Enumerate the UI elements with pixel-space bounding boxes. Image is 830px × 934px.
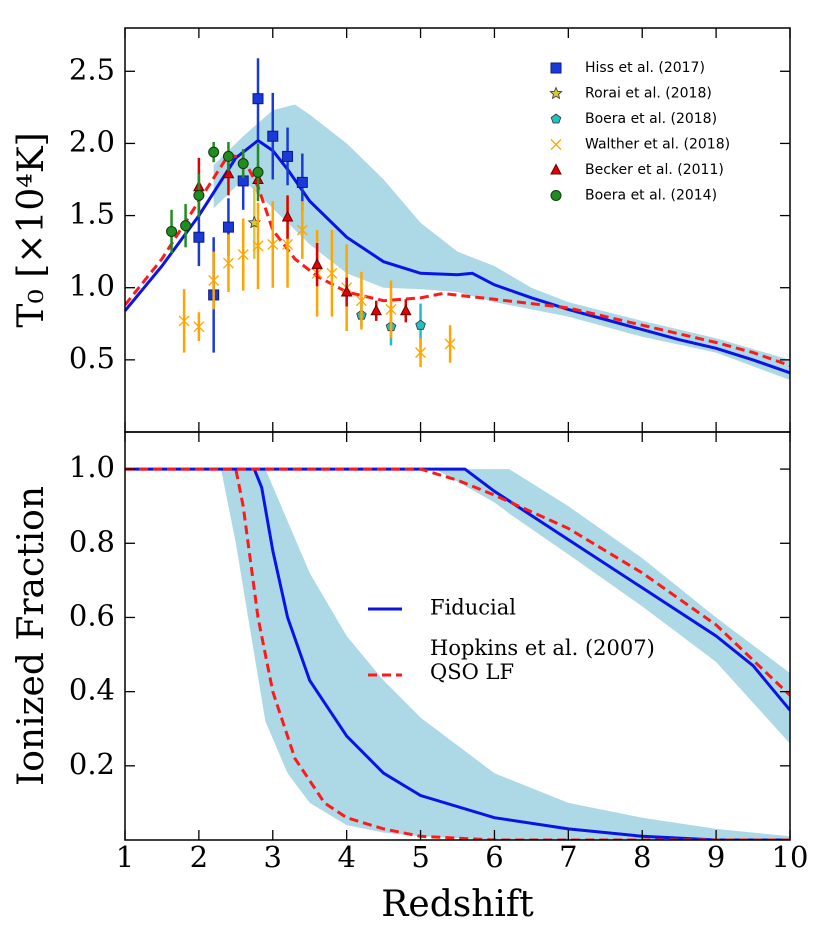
marker bbox=[311, 258, 323, 270]
marker bbox=[444, 338, 456, 350]
y-tick-label: 0.5 bbox=[69, 341, 115, 375]
marker bbox=[296, 224, 308, 236]
marker bbox=[296, 176, 308, 188]
marker bbox=[282, 238, 294, 250]
marker bbox=[193, 189, 205, 201]
legend-label: Becker et al. (2011) bbox=[585, 162, 724, 178]
marker bbox=[385, 303, 397, 315]
y-tick-label: 0.8 bbox=[69, 524, 115, 558]
marker bbox=[193, 321, 205, 333]
line bbox=[125, 467, 790, 840]
band bbox=[213, 104, 790, 381]
y-tick-label: 2.5 bbox=[69, 52, 115, 86]
marker bbox=[415, 319, 426, 330]
marker bbox=[340, 285, 353, 297]
y-tick-label: 1.0 bbox=[69, 269, 115, 303]
marker bbox=[355, 295, 367, 307]
marker bbox=[208, 275, 220, 286]
marker bbox=[550, 190, 562, 201]
x-tick-label: 9 bbox=[707, 840, 725, 874]
legend-label: Rorai et al. (2018) bbox=[585, 86, 712, 102]
marker bbox=[237, 249, 249, 260]
marker bbox=[252, 166, 264, 178]
marker bbox=[222, 150, 234, 162]
marker bbox=[399, 304, 412, 316]
y-tick-label: 0.4 bbox=[69, 673, 115, 707]
y-tick-label: 1.5 bbox=[69, 197, 115, 231]
x-tick-label: 10 bbox=[772, 840, 809, 874]
marker bbox=[550, 113, 562, 124]
marker bbox=[549, 86, 563, 100]
marker bbox=[326, 267, 338, 279]
x-tick-label: 1 bbox=[116, 840, 134, 874]
band bbox=[221, 469, 790, 840]
legend-label: Walther et al. (2018) bbox=[585, 137, 730, 153]
x-axis-label: Redshift bbox=[381, 884, 534, 925]
marker bbox=[222, 167, 235, 179]
marker bbox=[222, 257, 234, 269]
marker bbox=[281, 210, 294, 222]
legend-label: Hopkins et al. (2007) QSO LF bbox=[430, 636, 655, 684]
y-tick-label: 0.2 bbox=[69, 747, 115, 781]
x-tick-label: 5 bbox=[411, 840, 429, 874]
marker bbox=[252, 240, 264, 252]
marker bbox=[370, 304, 383, 316]
line bbox=[125, 467, 790, 840]
marker bbox=[415, 347, 427, 359]
marker bbox=[208, 146, 220, 158]
x-tick-label: 8 bbox=[633, 840, 651, 874]
y-axis-label: Ionized Fraction bbox=[11, 486, 52, 786]
y-tick-label: 0.6 bbox=[69, 598, 115, 632]
x-tick-label: 2 bbox=[190, 840, 208, 874]
marker bbox=[222, 221, 234, 233]
plot-area bbox=[125, 467, 790, 840]
legend-label: Boera et al. (2018) bbox=[585, 111, 717, 127]
marker bbox=[193, 231, 205, 243]
x-tick-label: 4 bbox=[337, 840, 355, 874]
marker bbox=[550, 163, 562, 175]
legend-label: Fiducial bbox=[430, 596, 516, 620]
marker bbox=[550, 139, 562, 150]
x-tick-label: 6 bbox=[485, 840, 503, 874]
y-axis-label: T₀ [×10⁴K] bbox=[11, 132, 52, 327]
x-tick-label: 7 bbox=[559, 840, 577, 874]
marker bbox=[178, 315, 190, 327]
legend-label: Hiss et al. (2017) bbox=[585, 60, 705, 76]
marker bbox=[180, 220, 192, 232]
marker bbox=[252, 93, 264, 105]
marker bbox=[166, 225, 178, 237]
y-tick-label: 1.0 bbox=[69, 450, 115, 484]
marker bbox=[282, 150, 294, 162]
marker bbox=[237, 158, 249, 170]
marker bbox=[267, 130, 279, 142]
marker bbox=[267, 238, 279, 250]
line bbox=[125, 138, 790, 375]
marker bbox=[550, 62, 562, 74]
x-tick-label: 3 bbox=[264, 840, 282, 874]
axes-frame bbox=[124, 431, 791, 841]
y-tick-label: 2.0 bbox=[69, 124, 115, 158]
legend-label: Boera et al. (2014) bbox=[585, 188, 717, 204]
